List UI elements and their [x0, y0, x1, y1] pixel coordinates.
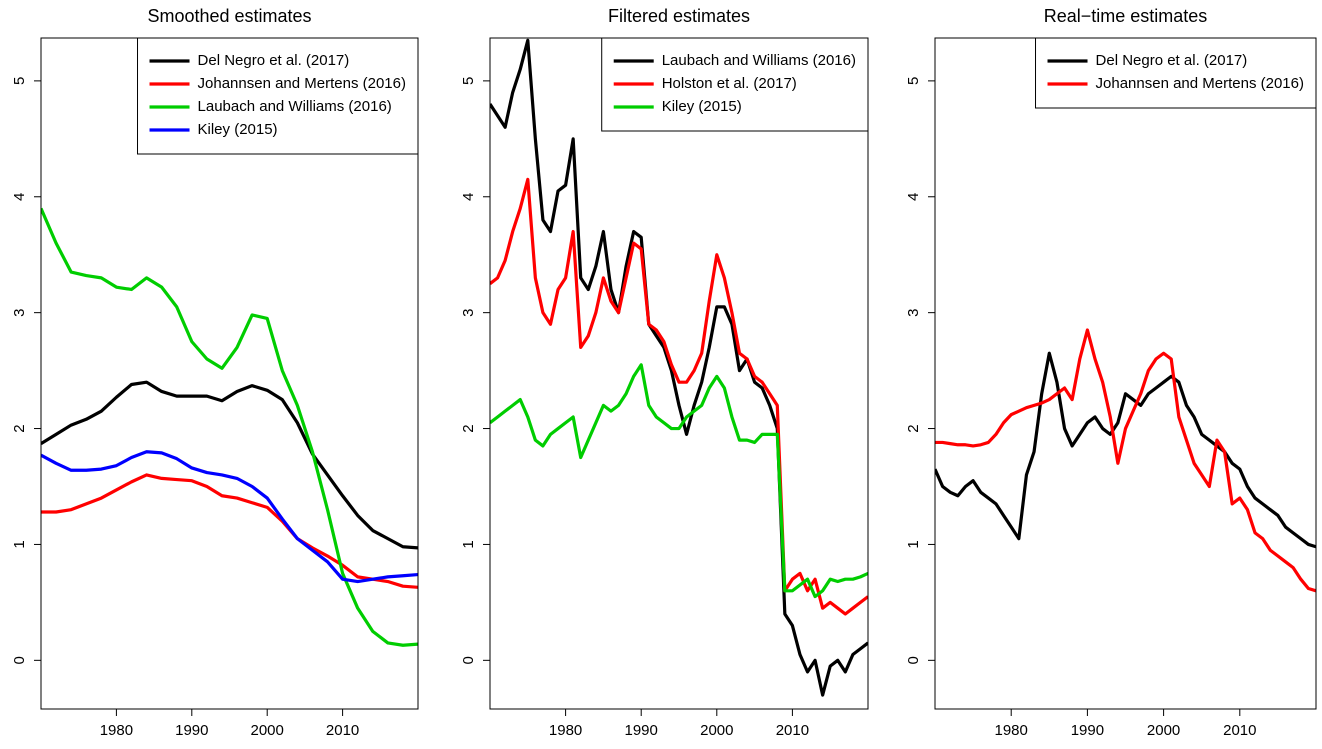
y-tick-label: 0: [905, 656, 922, 664]
x-tick-label: 2000: [1147, 722, 1180, 739]
plot-frame: [489, 37, 869, 710]
x-tick-label: 1980: [100, 722, 133, 739]
y-tick-label: 3: [905, 308, 922, 316]
x-tick-label: 1980: [995, 722, 1028, 739]
series-line: [490, 363, 868, 599]
y-tick-label: 1: [11, 540, 28, 548]
legend-label: Johannsen and Mertens (2016): [1096, 75, 1304, 92]
y-tick-label: 2: [11, 424, 28, 432]
y-tick-label: 3: [11, 308, 28, 316]
y-tick-label: 1: [905, 540, 922, 548]
plot-lines: [935, 328, 1316, 593]
x-tick-label: 2010: [326, 722, 359, 739]
series-line: [41, 473, 418, 589]
x-tick-label: 2000: [251, 722, 284, 739]
y-tick-label: 5: [460, 77, 477, 85]
legend-label: Holston et al. (2017): [662, 75, 797, 92]
y-tick-label: 5: [11, 77, 28, 85]
plot-frame: [934, 37, 1317, 710]
y-tick-label: 0: [460, 656, 477, 664]
series-line: [490, 177, 868, 616]
plot-lines: [41, 207, 418, 647]
series-line: [41, 450, 418, 584]
y-tick-label: 2: [905, 424, 922, 432]
y-tick-label: 1: [460, 540, 477, 548]
y-tick-label: 2: [460, 424, 477, 432]
legend-box: [1035, 37, 1317, 109]
plot-lines: [490, 38, 868, 697]
y-tick-label: 0: [11, 656, 28, 664]
legend-label: Johannsen and Mertens (2016): [198, 75, 406, 92]
legend-label: Del Negro et al. (2017): [1096, 52, 1248, 69]
x-tick-label: 2010: [1223, 722, 1256, 739]
legend-label: Kiley (2015): [662, 98, 742, 115]
x-tick-label: 1990: [1071, 722, 1104, 739]
legend-box: [137, 37, 419, 155]
y-tick-label: 4: [905, 193, 922, 201]
panel-title: Filtered estimates: [608, 6, 750, 26]
x-tick-label: 2000: [700, 722, 733, 739]
panel-title: Smoothed estimates: [147, 6, 311, 26]
y-tick-label: 4: [460, 193, 477, 201]
y-tick-label: 5: [905, 77, 922, 85]
series-line: [490, 38, 868, 697]
series-line: [935, 351, 1316, 549]
y-tick-label: 4: [11, 193, 28, 201]
legend: Del Negro et al. (2017) Johannsen and Mer…: [1035, 37, 1317, 109]
series-line: [935, 328, 1316, 593]
legend-label: Laubach and Williams (2016): [662, 52, 856, 69]
panel-title: Real−time estimates: [1044, 6, 1208, 26]
legend-label: Laubach and Williams (2016): [198, 98, 392, 115]
legend: Laubach and Williams (2016) Holston et al…: [601, 37, 869, 132]
legend-label: Del Negro et al. (2017): [198, 52, 350, 69]
series-line: [41, 207, 418, 647]
legend-label: Kiley (2015): [198, 121, 278, 138]
x-tick-label: 1990: [625, 722, 658, 739]
x-tick-label: 1990: [175, 722, 208, 739]
x-tick-label: 1980: [549, 722, 582, 739]
x-tick-label: 2010: [776, 722, 809, 739]
series-line: [41, 380, 418, 550]
legend: Del Negro et al. (2017) Johannsen and Mer…: [137, 37, 419, 155]
y-tick-label: 3: [460, 308, 477, 316]
